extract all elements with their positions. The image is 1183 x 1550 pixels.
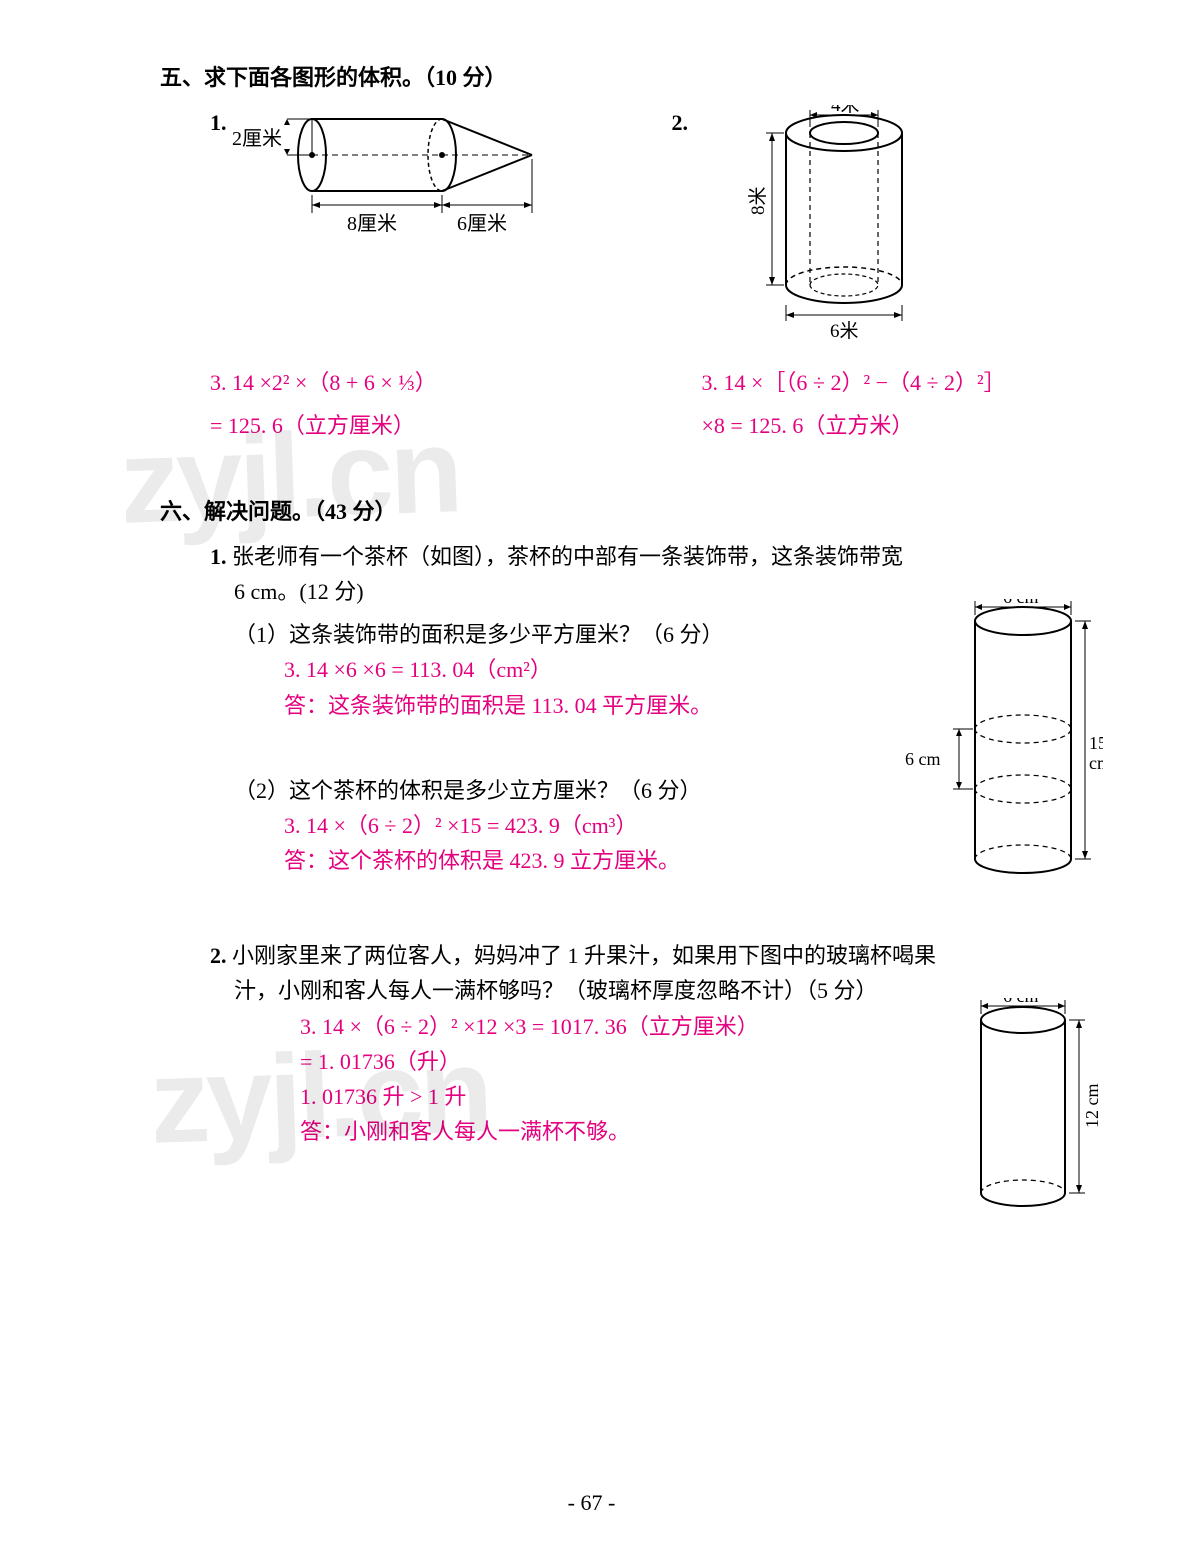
s5-q2-num: 2.	[672, 105, 689, 140]
glass-top-d: 6 cm	[1003, 998, 1039, 1006]
s6-q1-figure: 6 cm 6 cm 15 cm	[903, 599, 1103, 909]
s6-q1: 1. 张老师有一个茶杯（如图），茶杯的中部有一条装饰带，这条装饰带宽 6 cm。…	[210, 539, 1083, 879]
height-label: 8米	[747, 187, 769, 216]
page: 五、求下面各图形的体积。（10 分） 1.	[0, 0, 1183, 1550]
svg-text:cm: cm	[1089, 753, 1103, 773]
s6-q1-num: 1.	[210, 539, 227, 574]
outer-d-label: 6米	[830, 320, 859, 342]
s5-q2-ans-2: ×8 = 125. 6（立方米）	[702, 408, 1164, 443]
cyl-len-label: 8厘米	[347, 212, 397, 235]
cup-svg: 6 cm 6 cm 15 cm	[903, 599, 1103, 909]
section5-answers: 3. 14 ×2² ×（8 + 6 × ⅓） = 125. 6（立方厘米） 3.…	[160, 365, 1083, 443]
s6-q2: 2. 小刚家里来了两位客人，妈妈冲了 1 升果汁，如果用下图中的玻璃杯喝果 汁，…	[210, 938, 1083, 1149]
s6-q2-line1: 小刚家里来了两位客人，妈妈冲了 1 升果汁，如果用下图中的玻璃杯喝果	[232, 943, 936, 968]
s6-q2-num: 2.	[210, 938, 227, 973]
s5-q1: 1.	[160, 105, 672, 345]
s6-q1-line1: 张老师有一个茶杯（如图），茶杯的中部有一条装饰带，这条装饰带宽	[232, 544, 903, 569]
cup-total-h: 15	[1089, 733, 1103, 753]
s6-q2-text: 2. 小刚家里来了两位客人，妈妈冲了 1 升果汁，如果用下图中的玻璃杯喝果	[210, 938, 1083, 973]
inner-d-label: 4米	[831, 105, 860, 116]
hollow-cyl-svg: 4米 8米 6米	[734, 105, 944, 345]
cup-band-h: 6 cm	[905, 749, 941, 769]
glass-svg: 6 cm 12 cm	[953, 998, 1113, 1228]
s5-q1-ans-1: 3. 14 ×2² ×（8 + 6 × ⅓）	[210, 365, 672, 400]
s5-q1-num: 1.	[210, 105, 227, 140]
s5-q1-answer: 3. 14 ×2² ×（8 + 6 × ⅓） = 125. 6（立方厘米）	[160, 365, 672, 443]
cup-top-d: 6 cm	[1003, 599, 1039, 607]
glass-h: 12 cm	[1082, 1084, 1102, 1129]
s5-q2: 2.	[672, 105, 1134, 345]
s5-q2-answer: 3. 14 ×［（6 ÷ 2）² −（4 ÷ 2）²］ ×8 = 125. 6（…	[672, 365, 1164, 443]
s5-q2-ans-1: 3. 14 ×［（6 ÷ 2）² −（4 ÷ 2）²］	[702, 365, 1164, 400]
cylinder-cone-svg: 2厘米 8厘米 6厘米	[232, 105, 562, 245]
page-number: - 67 -	[0, 1485, 1183, 1520]
s6-q1-text: 1. 张老师有一个茶杯（如图），茶杯的中部有一条装饰带，这条装饰带宽	[210, 539, 1083, 574]
s5-q2-figure: 4米 8米 6米	[734, 105, 944, 345]
s5-q1-figure: 2厘米 8厘米 6厘米	[232, 105, 562, 245]
radius-label: 2厘米	[232, 127, 282, 150]
cone-len-label: 6厘米	[457, 212, 507, 235]
section6-header: 六、解决问题。（43 分）	[160, 494, 1083, 529]
s5-q1-ans-2: = 125. 6（立方厘米）	[210, 408, 672, 443]
section5-problems: 1.	[160, 105, 1083, 345]
section5-header: 五、求下面各图形的体积。（10 分）	[160, 60, 1083, 95]
s6-q2-figure: 6 cm 12 cm	[953, 998, 1113, 1228]
